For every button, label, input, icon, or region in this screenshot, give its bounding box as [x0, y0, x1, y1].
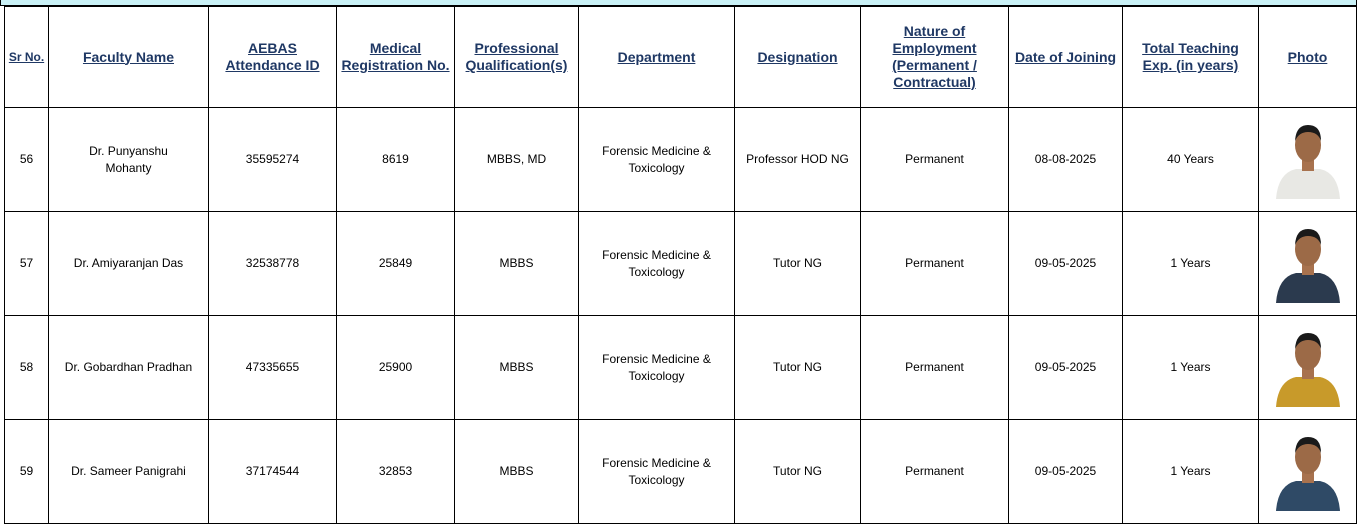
- column-header: Medical Registration No.: [336, 6, 455, 108]
- table-cell: MBBS: [454, 211, 579, 316]
- table-cell: Dr. Punyanshu Mohanty: [48, 107, 209, 212]
- table-cell: 59: [4, 419, 49, 524]
- column-header: Professional Qualification(s): [454, 6, 579, 108]
- table-cell: Permanent: [860, 315, 1009, 420]
- table-cell: 09-05-2025: [1008, 419, 1123, 524]
- table-cell: MBBS: [454, 315, 579, 420]
- column-header: Sr No.: [4, 6, 49, 108]
- table-row: 58 Dr. Gobardhan Pradhan 47335655 25900 MBBS…: [4, 315, 1357, 420]
- top-strip: [0, 0, 1357, 6]
- table-cell: Permanent: [860, 211, 1009, 316]
- table-cell: Dr. Gobardhan Pradhan: [48, 315, 209, 420]
- table-cell: Dr. Amiyaranjan Das: [48, 211, 209, 316]
- table-cell: MBBS, MD: [454, 107, 579, 212]
- photo-cell: [1258, 315, 1357, 420]
- photo-cell: [1258, 211, 1357, 316]
- faculty-table: Sr No. Faculty Name AEBAS Attendance ID Med…: [4, 6, 1357, 524]
- table-cell: Tutor NG: [734, 315, 861, 420]
- table-cell: Dr. Sameer Panigrahi: [48, 419, 209, 524]
- table-cell: Permanent: [860, 419, 1009, 524]
- column-header: AEBAS Attendance ID: [208, 6, 337, 108]
- column-header: Date of Joining: [1008, 6, 1123, 108]
- table-row: 57 Dr. Amiyaranjan Das 32538778 25849 MBBS Fo…: [4, 211, 1357, 316]
- table-cell: Professor HOD NG: [734, 107, 861, 212]
- photo: [1273, 115, 1342, 199]
- table-cell: 57: [4, 211, 49, 316]
- table-row: 59 Dr. Sameer Panigrahi 37174544 32853 MBBS F…: [4, 419, 1357, 524]
- faculty-name: Dr. Sameer Panigrahi: [71, 464, 186, 478]
- photo-cell: [1258, 419, 1357, 524]
- table-cell: 58: [4, 315, 49, 420]
- table-cell: Permanent: [860, 107, 1009, 212]
- table-cell: 32853: [336, 419, 455, 524]
- table-cell: 1 Years: [1122, 419, 1259, 524]
- table-cell: 47335655: [208, 315, 337, 420]
- table-cell: 08-08-2025: [1008, 107, 1123, 212]
- table-body: 56 Dr. Punyanshu Mohanty 35595274 8619 MBBS,…: [4, 107, 1357, 524]
- table-cell: Forensic Medicine & Toxicology: [578, 211, 735, 316]
- department: Forensic Medicine & Toxicology: [602, 143, 711, 175]
- department: Forensic Medicine & Toxicology: [602, 247, 711, 279]
- table-cell: 8619: [336, 107, 455, 212]
- department: Forensic Medicine & Toxicology: [602, 351, 711, 383]
- photo: [1273, 323, 1342, 407]
- photo-cell: [1258, 107, 1357, 212]
- photo: [1273, 219, 1342, 303]
- table-cell: 32538778: [208, 211, 337, 316]
- column-header: Department: [578, 6, 735, 108]
- table-cell: 40 Years: [1122, 107, 1259, 212]
- header-row: Sr No. Faculty Name AEBAS Attendance ID Med…: [4, 6, 1357, 108]
- table-cell: Forensic Medicine & Toxicology: [578, 107, 735, 212]
- faculty-name: Dr. Amiyaranjan Das: [73, 256, 184, 270]
- column-header: Faculty Name: [48, 6, 209, 108]
- table-cell: 25849: [336, 211, 455, 316]
- table-cell: 37174544: [208, 419, 337, 524]
- table-cell: 25900: [336, 315, 455, 420]
- table-cell: Tutor NG: [734, 419, 861, 524]
- table-cell: Tutor NG: [734, 211, 861, 316]
- table-cell: 35595274: [208, 107, 337, 212]
- photo: [1273, 427, 1342, 511]
- faculty-name: Dr. Gobardhan Pradhan: [64, 360, 193, 374]
- column-header: Photo: [1258, 6, 1357, 108]
- table-cell: Forensic Medicine & Toxicology: [578, 419, 735, 524]
- column-header: Designation: [734, 6, 861, 108]
- table-cell: 09-05-2025: [1008, 211, 1123, 316]
- table-cell: MBBS: [454, 419, 579, 524]
- table-cell: 56: [4, 107, 49, 212]
- department: Forensic Medicine & Toxicology: [602, 455, 711, 487]
- table-cell: 1 Years: [1122, 211, 1259, 316]
- table-row: 56 Dr. Punyanshu Mohanty 35595274 8619 MBBS,…: [4, 107, 1357, 212]
- column-header: Total Teaching Exp. (in years): [1122, 6, 1259, 108]
- table-cell: 1 Years: [1122, 315, 1259, 420]
- faculty-name: Dr. Punyanshu Mohanty: [89, 143, 168, 175]
- table-cell: 09-05-2025: [1008, 315, 1123, 420]
- table-cell: Forensic Medicine & Toxicology: [578, 315, 735, 420]
- column-header: Nature of Employment (Permanent / Contra…: [860, 6, 1009, 108]
